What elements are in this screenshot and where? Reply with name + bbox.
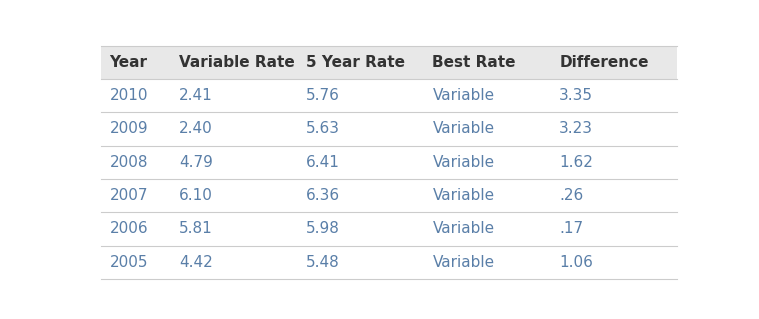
Text: Variable: Variable xyxy=(433,188,495,203)
Text: 1.62: 1.62 xyxy=(559,155,593,170)
Text: 5.98: 5.98 xyxy=(306,221,339,236)
Text: Variable: Variable xyxy=(433,155,495,170)
Bar xyxy=(101,46,677,79)
Text: 2009: 2009 xyxy=(109,122,148,137)
Text: Difference: Difference xyxy=(559,55,649,70)
Text: 3.23: 3.23 xyxy=(559,122,594,137)
Text: Variable: Variable xyxy=(433,221,495,236)
Text: 1.06: 1.06 xyxy=(559,255,593,270)
Text: 5.63: 5.63 xyxy=(306,122,339,137)
Text: 2006: 2006 xyxy=(109,221,148,236)
Text: Variable: Variable xyxy=(433,255,495,270)
Text: Variable Rate: Variable Rate xyxy=(179,55,294,70)
Bar xyxy=(101,112,677,146)
Text: .26: .26 xyxy=(559,188,584,203)
Text: 5.76: 5.76 xyxy=(306,88,339,103)
Text: 2008: 2008 xyxy=(109,155,148,170)
Text: 3.35: 3.35 xyxy=(559,88,594,103)
Text: Variable: Variable xyxy=(433,88,495,103)
Text: 4.79: 4.79 xyxy=(179,155,213,170)
Text: 2.41: 2.41 xyxy=(179,88,213,103)
Text: 6.41: 6.41 xyxy=(306,155,339,170)
Text: Variable: Variable xyxy=(433,122,495,137)
Text: 2007: 2007 xyxy=(109,188,148,203)
Text: Year: Year xyxy=(109,55,147,70)
Text: 5.81: 5.81 xyxy=(179,221,213,236)
Text: 5.48: 5.48 xyxy=(306,255,339,270)
Text: .17: .17 xyxy=(559,221,584,236)
Text: Best Rate: Best Rate xyxy=(433,55,516,70)
Bar xyxy=(101,179,677,212)
Bar xyxy=(101,212,677,246)
Text: 2005: 2005 xyxy=(109,255,148,270)
Text: 5 Year Rate: 5 Year Rate xyxy=(306,55,405,70)
Bar xyxy=(101,146,677,179)
Bar xyxy=(101,246,677,279)
Text: 6.10: 6.10 xyxy=(179,188,213,203)
Text: 6.36: 6.36 xyxy=(306,188,340,203)
Text: 4.42: 4.42 xyxy=(179,255,213,270)
Bar xyxy=(101,79,677,112)
Text: 2010: 2010 xyxy=(109,88,148,103)
Text: 2.40: 2.40 xyxy=(179,122,213,137)
